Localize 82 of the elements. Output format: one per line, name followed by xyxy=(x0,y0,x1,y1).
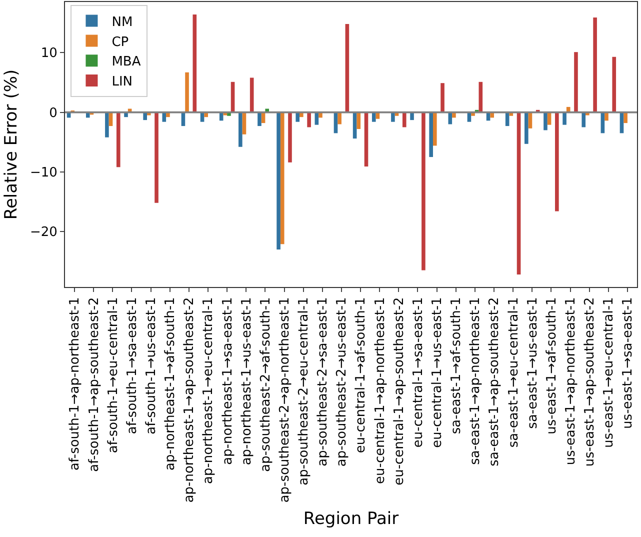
x-tick-label: af-south-1→eu-central-1 xyxy=(106,297,121,454)
y-tick-label: −10 xyxy=(30,165,58,180)
bar xyxy=(593,18,597,112)
bar xyxy=(356,112,361,129)
bar xyxy=(154,112,158,203)
bar xyxy=(296,112,300,122)
bar xyxy=(364,112,368,167)
bar xyxy=(116,112,120,168)
y-axis-title: Relative Error (%) xyxy=(2,69,22,220)
x-tick-label: sa-east-1→ap-southeast-2 xyxy=(487,297,502,466)
bar xyxy=(429,112,433,158)
bar xyxy=(555,112,559,212)
x-tick-label: eu-central-1→ap-northeast-1 xyxy=(372,297,388,484)
legend-label: LIN xyxy=(112,74,133,90)
bar xyxy=(432,112,437,146)
x-tick-label: ap-northeast-1→af-south-1 xyxy=(163,297,178,470)
bar xyxy=(372,112,376,122)
legend-label: NM xyxy=(112,14,133,30)
x-tick-label: sa-east-1→eu-central-1 xyxy=(506,297,522,448)
y-tick-label: 10 xyxy=(40,46,58,62)
bar xyxy=(143,112,147,120)
bar xyxy=(562,112,566,125)
bar xyxy=(402,112,406,128)
x-tick-label: af-south-1→ap-northeast-1 xyxy=(68,297,83,470)
bar xyxy=(185,72,189,112)
x-tick-label: sa-east-1→us-east-1 xyxy=(525,297,540,429)
y-tick-label: 0 xyxy=(49,106,58,121)
bar xyxy=(612,56,616,112)
x-axis-title: Region Pair xyxy=(303,509,399,530)
bar xyxy=(250,78,254,112)
x-tick-label: us-east-1→ap-northeast-1 xyxy=(563,297,578,466)
legend-label: CP xyxy=(112,34,129,50)
bar xyxy=(440,83,444,112)
bar xyxy=(242,112,246,134)
bar xyxy=(258,112,262,126)
bar xyxy=(192,14,197,112)
x-tick-label: af-south-1→sa-east-1 xyxy=(124,297,140,434)
bar xyxy=(604,112,608,121)
bar xyxy=(105,112,109,138)
bar xyxy=(582,112,586,128)
legend-label: MBA xyxy=(112,54,141,70)
x-tick-label: ap-northeast-1→ap-southeast-2 xyxy=(182,297,198,503)
bar xyxy=(624,112,628,124)
x-tick-label: ap-southeast-2→af-south-1 xyxy=(258,297,274,472)
x-tick-label: us-east-1→af-south-1 xyxy=(544,297,560,434)
bar xyxy=(391,112,395,122)
x-tick-label: eu-central-1→sa-east-1 xyxy=(410,297,426,448)
bar xyxy=(307,112,311,128)
bar xyxy=(524,112,528,144)
x-tick-label: us-east-1→eu-central-1 xyxy=(602,297,617,448)
x-tick-label: ap-northeast-1→eu-central-1 xyxy=(201,297,216,484)
bar xyxy=(276,112,280,250)
x-tick-label: eu-central-1→af-south-1 xyxy=(354,297,369,454)
bar xyxy=(505,112,510,126)
bar xyxy=(448,112,452,124)
x-tick-label: ap-northeast-1→us-east-1 xyxy=(239,297,254,466)
x-tick-label: us-east-1→ap-southeast-2 xyxy=(582,297,598,467)
x-tick-label: sa-east-1→ap-northeast-1 xyxy=(468,297,484,465)
bar xyxy=(238,112,242,147)
x-tick-label: ap-southeast-2→sa-east-1 xyxy=(316,297,331,466)
x-tick-label: sa-east-1→af-south-1 xyxy=(449,297,464,434)
bar xyxy=(338,112,342,124)
bar xyxy=(219,112,224,121)
x-tick-label: ap-northeast-1→sa-east-1 xyxy=(220,297,236,465)
bar xyxy=(280,112,284,244)
bar xyxy=(345,24,350,112)
x-tick-label: af-south-1→ap-southeast-2 xyxy=(86,297,102,472)
bar xyxy=(516,112,521,274)
x-tick-label: af-south-1→us-east-1 xyxy=(144,297,160,434)
bar xyxy=(422,112,426,270)
bar xyxy=(574,52,578,112)
x-tick-label: us-east-1→sa-east-1 xyxy=(620,297,636,429)
x-tick-label: eu-central-1→ap-southeast-2 xyxy=(392,297,407,486)
bar xyxy=(288,112,292,162)
bar xyxy=(410,112,414,120)
x-tick-label: ap-southeast-2→us-east-1 xyxy=(334,297,350,467)
bar xyxy=(162,112,166,122)
x-tick-label: ap-southeast-2→eu-central-1 xyxy=(296,297,312,486)
y-tick-label: −20 xyxy=(30,225,58,240)
x-tick-label: eu-central-1→us-east-1 xyxy=(430,297,446,448)
bar xyxy=(544,112,548,130)
x-tick-label: ap-southeast-2→ap-northeast-1 xyxy=(277,297,292,503)
